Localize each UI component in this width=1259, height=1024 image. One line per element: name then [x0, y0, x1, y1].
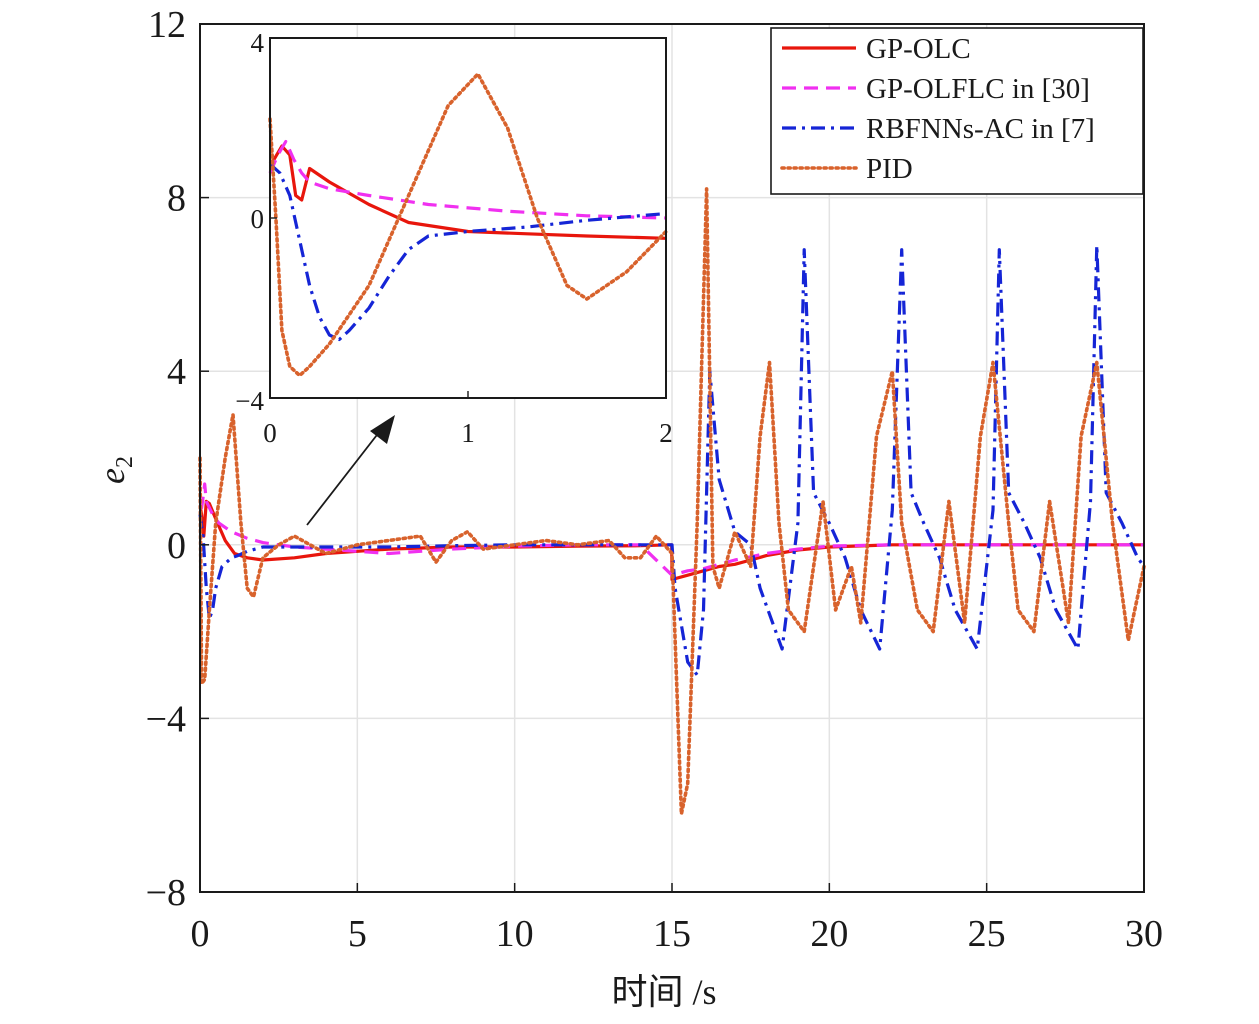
legend-box [770, 27, 1144, 195]
legend-label-gp-olflc-in-30: GP-OLFLC in [30] [866, 73, 1090, 105]
inset-x-tick-label: 0 [263, 418, 277, 448]
y-tick-label: 8 [167, 178, 186, 220]
inset-series-line-pid [268, 72, 668, 378]
inset-series-line-rbfnns-ac-in-7 [268, 162, 667, 342]
y-tick-label: 0 [167, 525, 186, 567]
y-tick-label: 4 [167, 351, 186, 393]
x-tick-label: 15 [653, 913, 691, 955]
x-tick-label: 30 [1125, 913, 1163, 955]
inset-plot-lines [268, 72, 668, 378]
main-plot-lines [198, 187, 1146, 816]
series-line-rbfnns-ac-in-7 [198, 243, 1146, 677]
y-axis-title: e2 [92, 456, 138, 484]
legend-label-pid: PID [866, 153, 913, 185]
legend: GP-OLC GP-OLFLC in [30] RBFNNs-AC in [7] PI… [780, 33, 1095, 185]
inset-y-tick-label: −4 [235, 386, 264, 416]
inset-series-line-gp-olflc-in-30 [268, 139, 667, 220]
x-tick-label: 5 [348, 913, 367, 955]
x-tick-label: 10 [496, 913, 534, 955]
inset-y-tick-label: 4 [251, 28, 265, 58]
legend-label-rbfnns-ac-in-7: RBFNNs-AC in [7] [866, 113, 1095, 145]
inset-tick-labels: 0 1 2−404 [235, 28, 672, 448]
x-tick-label: 25 [968, 913, 1006, 955]
inset-x-tick-label: 1 [461, 418, 475, 448]
x-axis-title: 时间 /s [611, 972, 716, 1012]
y-tick-label: −8 [146, 872, 186, 914]
x-tick-label: 20 [810, 913, 848, 955]
y-tick-label: −4 [146, 698, 186, 740]
inset-pointer-arrowhead [370, 415, 395, 444]
inset-pointer-arrow [306, 430, 381, 526]
y-tick-label: 12 [148, 4, 186, 46]
series-line-pid [198, 187, 1146, 816]
legend-label-gp-olc: GP-OLC [866, 33, 971, 65]
inset-y-tick-label: 0 [251, 204, 265, 234]
inset-x-tick-label: 2 [659, 418, 673, 448]
x-tick-label: 0 [191, 913, 210, 955]
series-line-gp-olflc-in-30 [198, 482, 1144, 577]
